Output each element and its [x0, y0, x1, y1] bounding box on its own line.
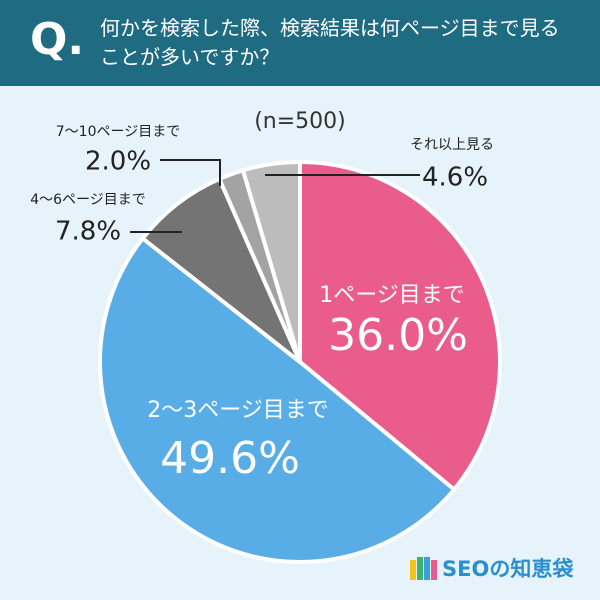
- logo-icon: [410, 557, 437, 580]
- value-label: 2.0%: [85, 147, 151, 177]
- value-label: 4.6%: [422, 163, 488, 193]
- subtitle: (n=500): [254, 109, 346, 134]
- source: SEOの知恵袋: [442, 557, 574, 581]
- chart-title: 何かを検索した際、検索結果は何ページ目まで見ることが多いですか？: [100, 16, 560, 69]
- slice-label: 2〜3ページ目まで: [147, 398, 329, 423]
- pie-slice: [240, 160, 302, 364]
- value-label: 36.0%: [328, 310, 468, 361]
- slice-label: 1ページ目まで: [319, 283, 465, 308]
- value-label: 49.6%: [160, 433, 300, 484]
- slice-label: 7〜10ページ目まで: [56, 124, 180, 140]
- leader-line: [160, 159, 221, 186]
- pie-slice: [98, 236, 457, 565]
- header: [0, 0, 600, 86]
- slice-label: それ以上見る: [410, 137, 494, 153]
- pie-slice: [298, 160, 502, 492]
- value-label: 7.8%: [55, 217, 121, 247]
- slice-label: 4〜6ページ目まで: [30, 192, 146, 208]
- question-label: Q.: [30, 14, 85, 65]
